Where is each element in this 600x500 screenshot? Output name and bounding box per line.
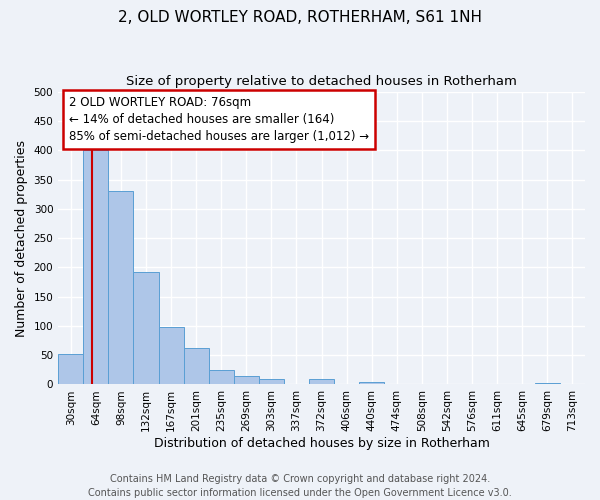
Bar xyxy=(359,382,385,384)
Y-axis label: Number of detached properties: Number of detached properties xyxy=(15,140,28,336)
Text: 2 OLD WORTLEY ROAD: 76sqm
← 14% of detached houses are smaller (164)
85% of semi: 2 OLD WORTLEY ROAD: 76sqm ← 14% of detac… xyxy=(69,96,369,144)
Bar xyxy=(259,378,284,384)
Bar xyxy=(535,382,560,384)
Bar xyxy=(234,376,259,384)
Bar xyxy=(83,150,109,384)
X-axis label: Distribution of detached houses by size in Rotherham: Distribution of detached houses by size … xyxy=(154,437,490,450)
Bar xyxy=(133,272,158,384)
Text: Contains HM Land Registry data © Crown copyright and database right 2024.
Contai: Contains HM Land Registry data © Crown c… xyxy=(88,474,512,498)
Bar xyxy=(58,354,83,384)
Bar xyxy=(109,192,133,384)
Bar xyxy=(209,370,234,384)
Bar xyxy=(158,326,184,384)
Text: 2, OLD WORTLEY ROAD, ROTHERHAM, S61 1NH: 2, OLD WORTLEY ROAD, ROTHERHAM, S61 1NH xyxy=(118,10,482,25)
Bar xyxy=(184,348,209,385)
Title: Size of property relative to detached houses in Rotherham: Size of property relative to detached ho… xyxy=(126,75,517,88)
Bar xyxy=(309,379,334,384)
